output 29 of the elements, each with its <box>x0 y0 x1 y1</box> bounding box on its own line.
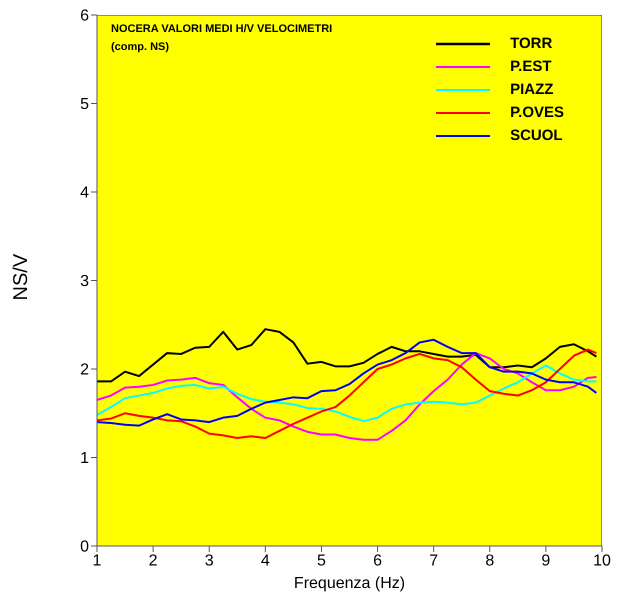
y-tick-label: 4 <box>80 184 90 202</box>
y-tick-label: 1 <box>80 450 90 468</box>
y-tick-label: 5 <box>80 96 90 114</box>
x-tick-label: 8 <box>485 552 494 570</box>
legend-label: TORR <box>510 35 552 52</box>
x-tick-label: 3 <box>204 552 214 570</box>
x-tick-label: 1 <box>92 552 102 570</box>
x-tick-label: 9 <box>541 552 550 570</box>
legend-label: SCUOL <box>510 127 563 144</box>
x-tick-label: 5 <box>316 552 326 570</box>
x-tick-label: 2 <box>148 552 158 570</box>
x-tick-label: 6 <box>373 552 382 570</box>
line-series <box>97 328 598 382</box>
legend-label: P.EST <box>510 58 552 75</box>
y-tick-label: 6 <box>80 8 90 25</box>
line-series <box>97 338 598 427</box>
legend-label: PIAZZ <box>510 81 554 98</box>
y-tick-label: 3 <box>80 273 90 290</box>
text: NOCERA VALORI MEDI H/V VELOCIMETRI <box>111 22 332 37</box>
x-tick-label: 4 <box>260 552 270 570</box>
line-series <box>97 364 598 422</box>
legend-label: P.OVES <box>510 104 564 121</box>
y-tick-label: 2 <box>80 362 90 379</box>
x-tick-label: 7 <box>429 552 438 570</box>
y-tick-label: 0 <box>80 538 90 556</box>
x-tick-label: 10 <box>593 552 611 570</box>
y-axis-title: NS/V <box>10 253 32 300</box>
text: (comp. NS) <box>111 40 170 55</box>
x-axis-title: Frequenza (Hz) <box>294 575 406 592</box>
